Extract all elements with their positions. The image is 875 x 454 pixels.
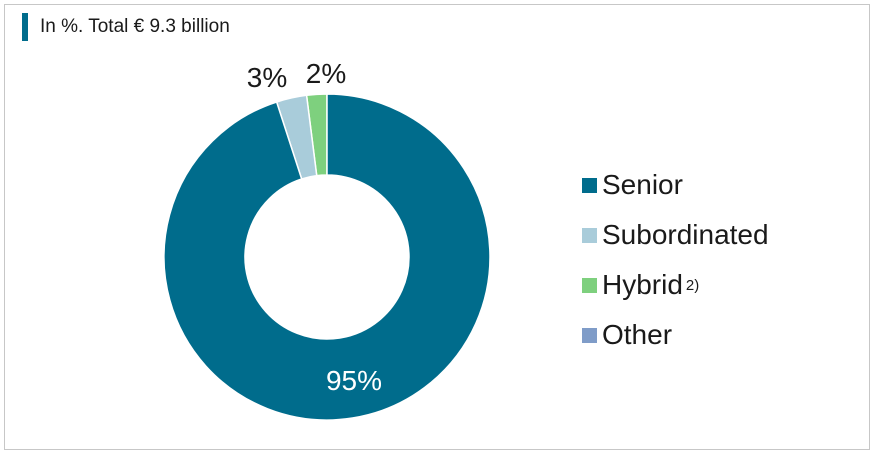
- legend-swatch-other: [582, 327, 597, 343]
- chart-subtitle: In %. Total € 9.3 billion: [40, 16, 230, 37]
- legend-swatch-subordinated: [582, 227, 597, 243]
- data-label-senior: 95%: [326, 365, 382, 396]
- legend-label-subordinated: Subordinated: [602, 219, 769, 250]
- donut-slice-subordinated: [275, 94, 318, 180]
- accent-bar: [22, 13, 28, 41]
- chart-legend: Senior Subordinated Hybrid 2) Other: [582, 160, 769, 360]
- legend-label-other: Other: [602, 319, 673, 350]
- donut-slice-senior: [163, 93, 491, 421]
- legend-swatch-hybrid: [582, 277, 597, 293]
- legend-label-hybrid: Hybrid: [602, 269, 683, 300]
- legend-item-senior: Senior: [582, 160, 769, 210]
- legend-swatch-senior: [582, 177, 597, 193]
- legend-footnote-hybrid: 2): [685, 276, 700, 294]
- data-label-hybrid: 2%: [306, 58, 346, 89]
- legend-label-senior: Senior: [602, 169, 683, 200]
- legend-item-other: Other: [582, 310, 769, 360]
- data-label-subordinated: 3%: [247, 62, 287, 93]
- chart-header: In %. Total € 9.3 billion: [22, 13, 230, 41]
- legend-item-hybrid: Hybrid 2): [582, 260, 769, 310]
- legend-item-subordinated: Subordinated: [582, 210, 769, 260]
